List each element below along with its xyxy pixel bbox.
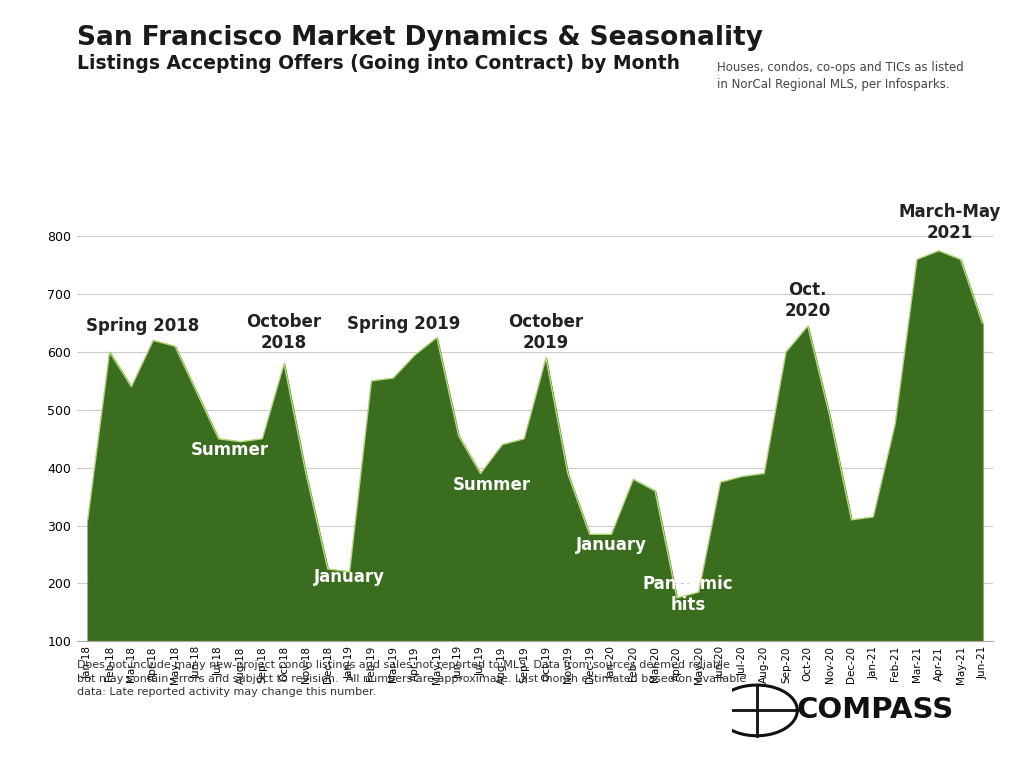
Text: Does not include many new-project condo listings and sales not reported to MLS. : Does not include many new-project condo … xyxy=(77,660,746,697)
Text: Oct.
2020: Oct. 2020 xyxy=(784,281,830,320)
Text: January: January xyxy=(314,568,385,586)
Text: October
2018: October 2018 xyxy=(247,313,322,352)
Text: Houses, condos, co-ops and TICs as listed
in NorCal Regional MLS, per Infosparks: Houses, condos, co-ops and TICs as liste… xyxy=(717,61,964,91)
Text: The June number of listings going into contract was down
about 15% from the Marc: The June number of listings going into c… xyxy=(233,107,739,186)
Text: October
2019: October 2019 xyxy=(508,313,584,352)
Text: March-May
2021: March-May 2021 xyxy=(898,204,1000,242)
Text: Spring 2019: Spring 2019 xyxy=(347,315,461,333)
Text: January: January xyxy=(575,537,647,554)
Text: Listings Accepting Offers (Going into Contract) by Month: Listings Accepting Offers (Going into Co… xyxy=(77,54,680,73)
Text: Spring 2018: Spring 2018 xyxy=(86,316,199,335)
Text: Summer: Summer xyxy=(453,475,530,494)
Text: COMPASS: COMPASS xyxy=(796,697,953,724)
Text: San Francisco Market Dynamics & Seasonality: San Francisco Market Dynamics & Seasonal… xyxy=(77,25,763,51)
Text: Summer: Summer xyxy=(190,441,268,459)
Text: Pandemic
hits: Pandemic hits xyxy=(642,574,733,614)
